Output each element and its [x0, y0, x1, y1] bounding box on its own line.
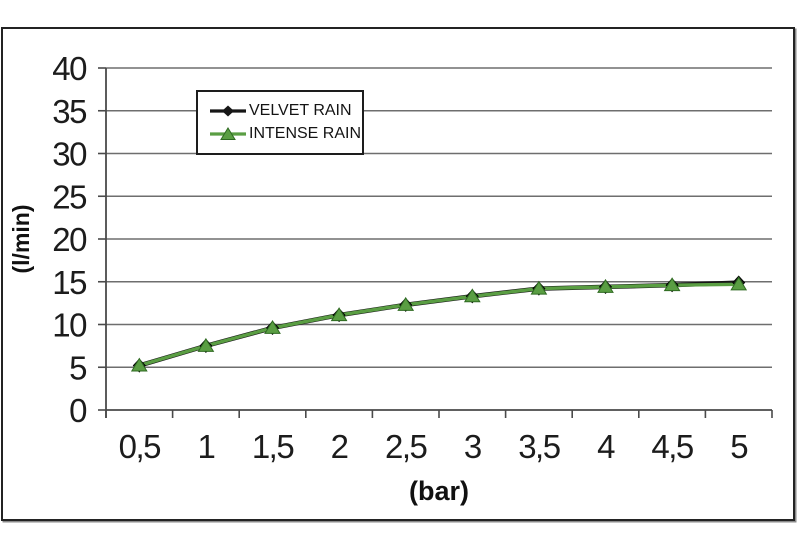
x-tick-label: 2	[331, 428, 348, 465]
x-tick-label: 5	[730, 428, 747, 465]
flow-rate-line-chart: 0 5 10 15 20 25 30 35 40 0,5 1 1,5 2 2,5 3 3,5 4 4,5 5 (bar…	[8, 50, 773, 506]
y-tick-label: 15	[52, 264, 86, 301]
legend-triangle	[220, 127, 236, 140]
marker-triangle	[330, 307, 348, 322]
x-tick-label: 1,5	[252, 428, 294, 465]
x-tick-label: 4	[597, 428, 615, 465]
velvet-rain-marker-icon	[210, 105, 246, 117]
marker-triangle	[463, 288, 481, 303]
y-tick-label: 5	[69, 349, 86, 386]
marker-triangle	[663, 277, 681, 292]
x-tick-label: 4,5	[651, 428, 693, 465]
chart-frame: 0 5 10 15 20 25 30 35 40 0,5 1 1,5 2 2,5 3 3,5 4 4,5 5 (bar…	[1, 27, 795, 521]
legend-label-intense-rain: INTENSE RAIN	[249, 125, 362, 142]
x-tick-label: 3	[464, 428, 481, 465]
legend-label-velvet-rain: VELVET RAIN	[249, 102, 352, 119]
x-axis-title: (bar)	[409, 476, 469, 506]
x-tick-label: 3,5	[518, 428, 560, 465]
y-tick-label: 40	[52, 50, 87, 87]
marker-triangle	[197, 337, 215, 352]
x-tick-label: 2,5	[385, 428, 427, 465]
y-tick-label: 20	[52, 221, 87, 258]
marker-triangle	[264, 319, 281, 334]
y-axis-title: (l/min)	[8, 205, 34, 274]
legend-item-velvet-rain: VELVET RAIN	[209, 103, 362, 119]
legend: VELVET RAIN INTENSE RAIN	[196, 90, 364, 155]
marker-triangle	[530, 280, 548, 295]
legend-item-intense-rain: INTENSE RAIN	[209, 126, 362, 142]
y-tick-label: 35	[52, 93, 86, 130]
marker-triangle	[397, 296, 415, 311]
marker-triangle	[130, 357, 148, 372]
x-tick-label: 0,5	[119, 428, 161, 465]
y-tick-label: 25	[52, 178, 86, 215]
y-tick-label: 10	[52, 307, 87, 344]
marker-triangle	[730, 276, 748, 291]
x-tick-label: 1	[197, 428, 214, 465]
marker-triangle	[597, 278, 614, 293]
y-tick-label: 0	[69, 392, 87, 429]
series-line-intense-rain	[137, 282, 741, 368]
y-tick-label: 30	[52, 136, 87, 173]
intense-rain-marker-icon	[210, 127, 246, 140]
legend-diamond	[222, 105, 234, 117]
